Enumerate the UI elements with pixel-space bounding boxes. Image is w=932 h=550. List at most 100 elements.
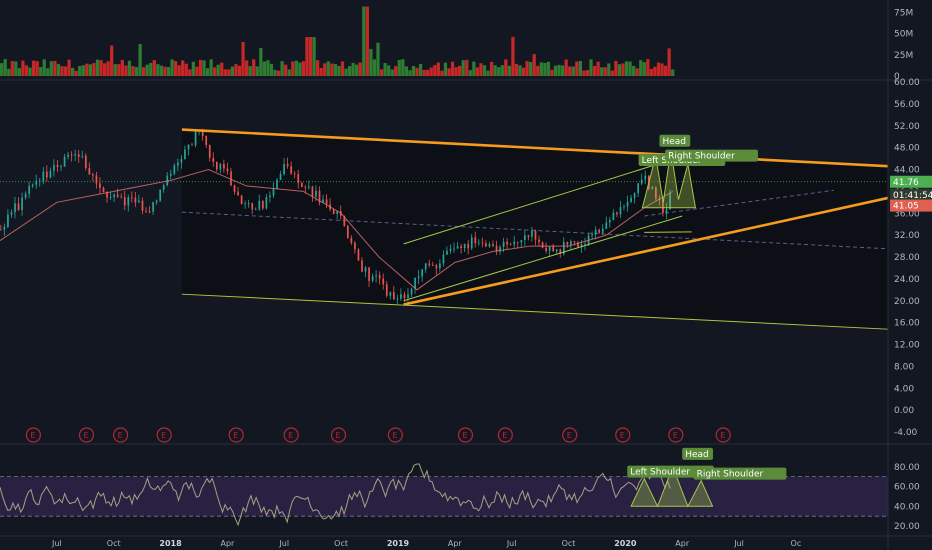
volume-bar: [411, 66, 416, 76]
right-shoulder-label: Right Shoulder: [665, 149, 758, 162]
volume-bar: [468, 70, 472, 76]
candle-body: [531, 230, 533, 237]
candle-body: [626, 201, 629, 207]
candle-body: [318, 190, 321, 203]
earnings-marker[interactable]: E: [387, 427, 403, 443]
candle-body: [208, 144, 211, 158]
volume-bar: [333, 63, 338, 76]
volume-bar: [198, 59, 203, 76]
volume-bar: [205, 68, 210, 76]
volume-bar: [17, 68, 22, 76]
trendline-channel-upper-green: [403, 155, 683, 245]
moving-average-line: [0, 168, 673, 291]
volume-bar: [106, 61, 110, 76]
price-tick-label: 20.00: [894, 297, 920, 307]
volume-bar: [394, 66, 398, 76]
earnings-marker[interactable]: E: [78, 427, 95, 443]
price-tick-label: 32.00: [894, 231, 920, 241]
time-axis-label: Jul: [733, 539, 744, 548]
candle-body: [524, 235, 526, 241]
trendline-upper-resistance: [181, 128, 889, 168]
volume-bar: [585, 70, 590, 76]
volume-bar: [237, 65, 242, 76]
earnings-letter: E: [161, 431, 166, 440]
earnings-marker[interactable]: E: [497, 427, 513, 443]
volume-bar: [635, 68, 639, 76]
candle-body: [570, 241, 572, 245]
earnings-marker[interactable]: E: [112, 427, 129, 443]
volume-bar: [649, 68, 654, 76]
earnings-marker[interactable]: E: [615, 427, 631, 443]
candle-body: [665, 209, 668, 214]
candle-body: [279, 173, 282, 180]
candle-body: [297, 174, 300, 183]
candle-body: [77, 154, 80, 157]
candle-body: [623, 206, 625, 208]
volume-bar: [10, 61, 14, 76]
candle-body: [244, 203, 247, 205]
earnings-marker[interactable]: E: [562, 427, 578, 443]
candle-body: [591, 234, 593, 236]
volume-bar: [429, 67, 433, 76]
earnings-letter: E: [336, 431, 341, 440]
volume-bar: [209, 59, 213, 76]
volume-bar: [266, 60, 270, 76]
volume-bar: [568, 66, 572, 76]
candle-body: [226, 168, 229, 172]
volume-bar: [472, 61, 476, 76]
volume-bar: [223, 69, 227, 76]
volume-bar: [621, 63, 625, 76]
volume-bar: [610, 70, 614, 76]
price-tick-label: 44.00: [894, 166, 920, 176]
earnings-circle: [457, 427, 474, 443]
volume-bar: [589, 59, 593, 76]
head-label: Head: [659, 134, 691, 147]
candle-body: [169, 173, 172, 176]
volume-bar: [529, 61, 533, 76]
volume-bar: [418, 63, 423, 76]
right-shoulder-label-text: Right Shoulder: [668, 152, 735, 162]
earnings-marker[interactable]: E: [668, 427, 684, 443]
candle-body: [460, 246, 462, 249]
volume-bar: [575, 61, 579, 76]
earnings-circle: [112, 427, 129, 443]
candle-body: [449, 248, 452, 251]
prev-price-tag-bg: [890, 175, 932, 188]
earnings-marker[interactable]: E: [25, 427, 42, 443]
volume-bar: [450, 61, 455, 76]
volume-bar: [110, 45, 114, 76]
volume-bar: [628, 61, 632, 76]
earnings-marker[interactable]: E: [283, 427, 299, 443]
volume-bar: [514, 63, 519, 76]
candle-body: [378, 275, 381, 279]
candle-body: [240, 195, 243, 204]
volume-bar: [390, 69, 394, 76]
candle-body: [28, 185, 31, 194]
candle-body: [191, 144, 193, 146]
earnings-marker[interactable]: E: [457, 427, 474, 443]
volume-bar: [284, 64, 288, 76]
candle-body: [233, 185, 236, 192]
volume-tick-label: 75M: [894, 8, 913, 18]
candle-body: [42, 171, 45, 181]
volume-bar: [617, 64, 622, 76]
volume-bar: [660, 63, 664, 76]
candle-body: [3, 226, 6, 230]
volume-bar: [667, 48, 671, 76]
volume-bar: [525, 61, 529, 76]
osc-head-label: Head: [682, 447, 713, 460]
candle-body: [290, 166, 293, 174]
candle-body: [513, 241, 516, 245]
candle-body: [138, 200, 140, 203]
candle-body: [442, 254, 445, 264]
earnings-marker[interactable]: E: [330, 427, 347, 443]
earnings-marker[interactable]: E: [715, 427, 731, 443]
volume-bar: [60, 66, 64, 76]
candle-body: [644, 175, 647, 180]
candle-body: [332, 209, 335, 214]
volume-bar: [351, 62, 355, 76]
earnings-marker[interactable]: E: [156, 427, 172, 443]
earnings-marker[interactable]: E: [228, 427, 244, 443]
